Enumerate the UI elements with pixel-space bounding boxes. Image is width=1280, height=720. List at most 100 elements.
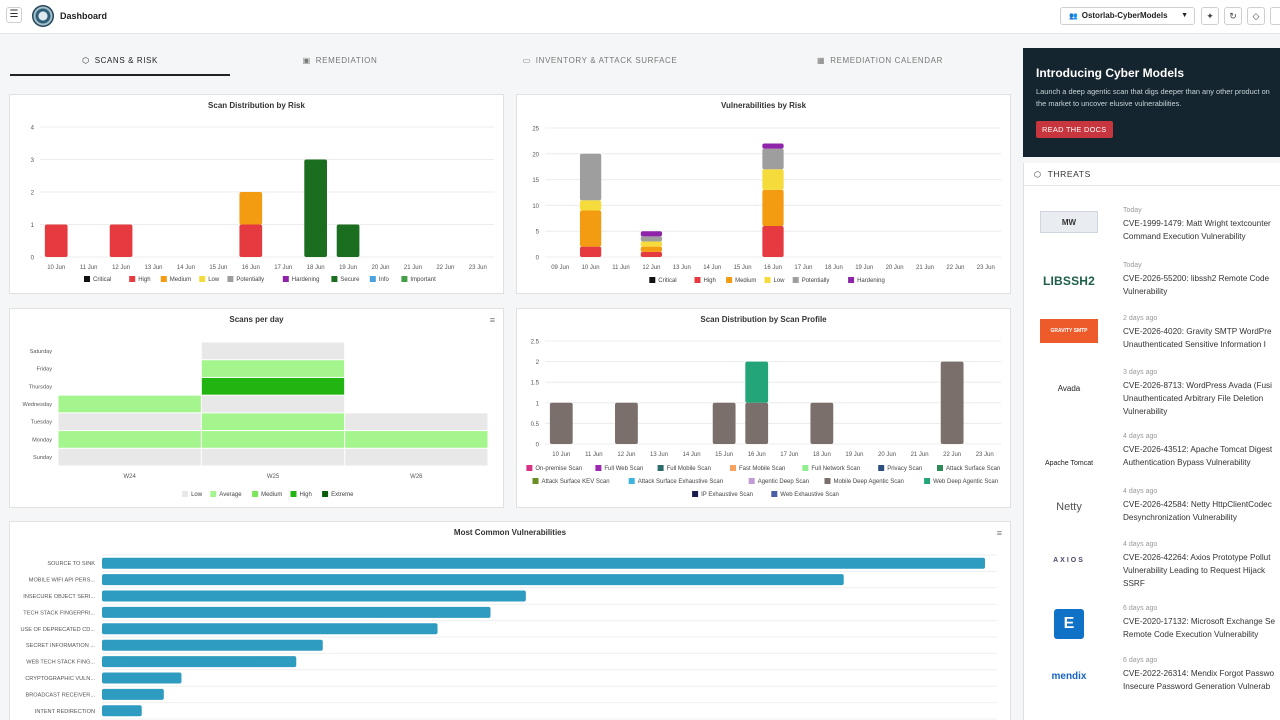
x-tick-label: 17 Jun xyxy=(794,265,812,271)
menu-icon[interactable]: ☰ xyxy=(6,7,22,23)
threat-date: Today xyxy=(1123,207,1142,214)
scans-per-day-card: Scans per day ≡ Saturday Friday Thursday We… xyxy=(9,308,504,508)
threat-item[interactable]: AXIOS 4 days ago CVE-2026-42264: Axios Pro… xyxy=(1024,541,1280,593)
chevron-down-icon: ▼ xyxy=(1181,12,1188,19)
heatmap-cell xyxy=(58,448,201,466)
threat-title[interactable]: CVE-2026-43512: Apache Tomcat Digest Auth… xyxy=(1123,443,1280,469)
threat-title[interactable]: CVE-2026-42264: Axios Prototype Pollut Vu… xyxy=(1123,551,1280,590)
threat-item[interactable]: Avada 3 days ago CVE-2026-8713: WordPress … xyxy=(1024,369,1280,421)
heatmap-cell xyxy=(345,448,488,466)
x-tick-label: 23 Jun xyxy=(469,265,487,271)
chart-menu-icon[interactable]: ≡ xyxy=(996,528,1002,538)
tab-inventory[interactable]: ▭ INVENTORY & ATTACK SURFACE xyxy=(480,50,720,74)
y-tick-label: 0 xyxy=(536,443,540,449)
y-tick-label: 0 xyxy=(536,256,540,262)
threat-item[interactable]: E 6 days ago CVE-2020-17132: Microsoft Exc… xyxy=(1024,605,1280,657)
y-tick-label: 1.5 xyxy=(531,381,540,387)
legend-label: Average xyxy=(219,492,242,498)
top-bar: ☰ Dashboard 👥 Ostorlab-CyberModels ▼ ✦ ↻ … xyxy=(0,0,1280,34)
y-tick-label: 1 xyxy=(31,223,35,229)
legend-label: Medium xyxy=(735,278,756,284)
threat-item[interactable]: Apache Tomcat 4 days ago CVE-2026-43512: A… xyxy=(1024,433,1280,485)
threat-date: Today xyxy=(1123,262,1142,269)
bar-segment xyxy=(239,192,263,225)
tab-remediation[interactable]: ▣ REMEDIATION xyxy=(250,50,430,74)
x-tick-label: 21 Jun xyxy=(916,265,934,271)
threat-title[interactable]: CVE-2026-4020: Gravity SMTP WordPre Unaut… xyxy=(1123,325,1280,351)
threat-item[interactable]: GRAVITY SMTP 2 days ago CVE-2026-4020: Gra… xyxy=(1024,315,1280,367)
y-tick-label: 15 xyxy=(532,178,539,184)
y-tick-label: 10 xyxy=(532,204,539,210)
legend-swatch xyxy=(792,277,799,283)
legend-label: Potentially xyxy=(802,278,830,284)
threat-item[interactable]: Netty 4 days ago CVE-2026-42584: Netty Htt… xyxy=(1024,488,1280,540)
legend-label: Full Network Scan xyxy=(811,466,860,472)
shield-outline-icon: ⬡ xyxy=(82,56,90,65)
x-tick-label: 09 Jun xyxy=(551,265,569,271)
bar-segment xyxy=(336,224,360,257)
threat-item[interactable]: LIBSSH2 Today CVE-2026-55200: libssh2 Remo… xyxy=(1024,262,1280,314)
legend-label: Full Mobile Scan xyxy=(667,466,711,472)
tab-scans-risk[interactable]: ⬡ SCANS & RISK xyxy=(10,50,230,74)
legend-swatch xyxy=(227,276,234,282)
threat-item[interactable]: mendix 6 days ago CVE-2022-26314: Mendix F… xyxy=(1024,657,1280,709)
legend-label: Attack Surface Scan xyxy=(946,466,1000,472)
x-tick-label: 10 Jun xyxy=(552,452,570,458)
legend-swatch xyxy=(331,276,338,282)
x-tick-label: 19 Jun xyxy=(855,265,873,271)
y-tick-label: 2 xyxy=(31,191,35,197)
bar-segment xyxy=(712,402,736,444)
threat-title[interactable]: CVE-2022-26314: Mendix Forgot Passwo Inse… xyxy=(1123,667,1280,693)
x-tick-label: 18 Jun xyxy=(825,265,843,271)
bar xyxy=(102,574,844,586)
threat-logo: Netty xyxy=(1056,501,1082,513)
organization-select[interactable]: 👥 Ostorlab-CyberModels ▼ xyxy=(1060,7,1195,25)
app-logo[interactable] xyxy=(32,5,54,27)
threat-title-line: CVE-2026-43512: Apache Tomcat Digest xyxy=(1123,445,1273,454)
x-tick-label: 11 Jun xyxy=(80,265,98,271)
threat-date: 4 days ago xyxy=(1123,541,1158,548)
sparkle-icon[interactable]: ✦ xyxy=(1201,7,1219,25)
read-docs-button[interactable]: READ THE DOCS xyxy=(1036,121,1113,138)
most-common-vulnerabilities-card: Most Common Vulnerabilities ≡ SOURCE TO … xyxy=(9,521,1011,720)
threat-title-line: CVE-1999-1479: Matt Wright textcounter xyxy=(1123,219,1271,228)
category-label: SECRET INFORMATION ... xyxy=(26,643,96,649)
x-tick-label: 17 Jun xyxy=(274,265,292,271)
legend-label: High xyxy=(704,278,716,284)
threat-title-line: CVE-2026-42584: Netty HttpClientCodec xyxy=(1123,500,1272,509)
x-tick-label: 15 Jun xyxy=(734,265,752,271)
heatmap-cell xyxy=(345,413,488,431)
scans-per-day-heatmap: Saturday Friday Thursday Wednesday Tuesday Mo… xyxy=(23,342,488,498)
threat-title[interactable]: CVE-2026-8713: WordPress Avada (Fusi Unau… xyxy=(1123,379,1280,418)
more-icon[interactable] xyxy=(1270,7,1280,25)
chart-menu-icon[interactable]: ≡ xyxy=(489,315,495,325)
refresh-icon[interactable]: ↻ xyxy=(1224,7,1242,25)
legend-swatch xyxy=(937,465,943,471)
tab-label: SCANS & RISK xyxy=(94,56,158,65)
scan-distribution-by-risk-chart: 0 1 2 3 4 10 Jun 11 Jun 12 Jun 13 Jun 14 Jun 15 Ju… xyxy=(31,126,494,283)
x-tick-label: 15 Jun xyxy=(209,265,227,271)
x-tick-label: 14 Jun xyxy=(703,265,721,271)
threat-item[interactable]: MW Today CVE-1999-1479: Matt Wright textco… xyxy=(1024,207,1280,259)
legend-label: Info xyxy=(379,277,390,283)
legend-swatch xyxy=(199,276,206,282)
bar xyxy=(102,590,526,602)
x-tick-label: 22 Jun xyxy=(436,265,454,271)
tab-remediation-calendar[interactable]: ▦ REMEDIATION CALENDAR xyxy=(770,50,990,74)
threat-title[interactable]: CVE-1999-1479: Matt Wright textcounter Co… xyxy=(1123,217,1280,243)
x-tick-label: 18 Jun xyxy=(813,452,831,458)
threat-title-line: SSRF xyxy=(1123,579,1145,588)
bar-segment xyxy=(640,251,663,257)
dashboard-tabs: ⬡ SCANS & RISK ▣ REMEDIATION ▭ INVENTORY & … xyxy=(10,50,1010,76)
y-tick-label: 20 xyxy=(532,152,539,158)
bar-segment xyxy=(579,200,602,211)
heatmap-cell xyxy=(58,413,201,431)
promo-text: Launch a deep agentic scan that digs dee… xyxy=(1036,87,1270,108)
threat-title[interactable]: CVE-2026-42584: Netty HttpClientCodec Des… xyxy=(1123,498,1280,524)
threat-title[interactable]: CVE-2020-17132: Microsoft Exchange Se Rem… xyxy=(1123,615,1280,641)
shield-icon[interactable]: ◇ xyxy=(1247,7,1265,25)
bar-segment xyxy=(745,402,769,444)
threat-title[interactable]: CVE-2026-55200: libssh2 Remote Code Vulne… xyxy=(1123,272,1280,298)
x-tick-label: 14 Jun xyxy=(683,452,701,458)
threat-logo: Apache Tomcat xyxy=(1044,460,1094,467)
